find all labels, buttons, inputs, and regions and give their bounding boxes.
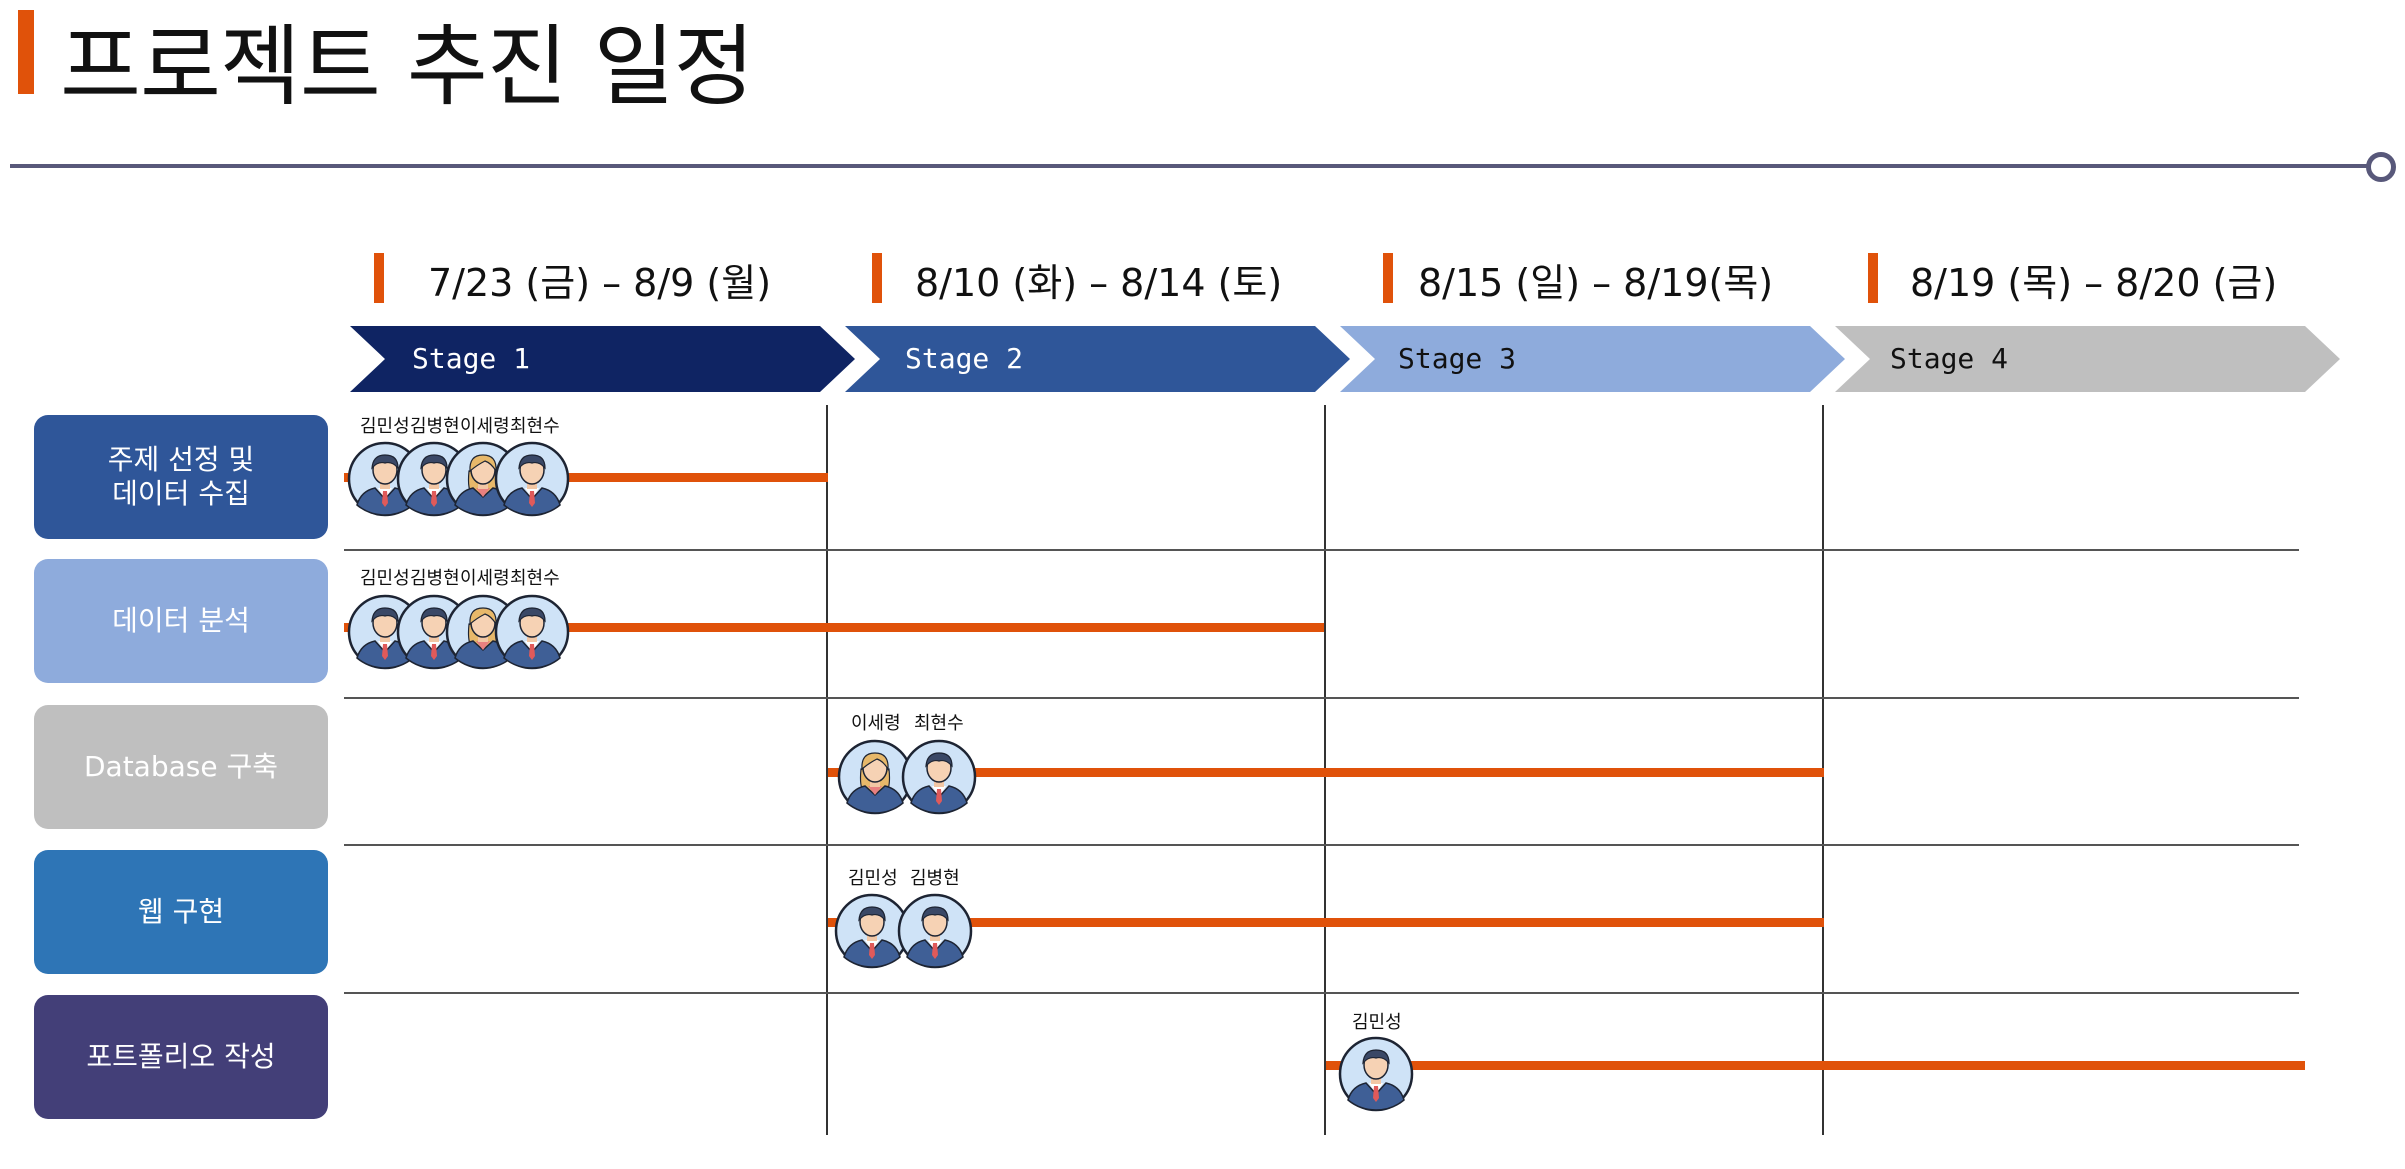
row-divider-3 xyxy=(344,844,2299,846)
member-name: 최현수 xyxy=(510,416,560,437)
header-divider xyxy=(10,164,2376,168)
stage-4-label: Stage 4 xyxy=(1890,342,2009,375)
period-4-accent xyxy=(1868,253,1878,303)
member-name: 최현수 xyxy=(510,568,560,589)
member-name: 이세령 xyxy=(460,416,510,437)
period-2-date: 8/10 (화) – 8/14 (토) xyxy=(915,261,1283,305)
member-name: 김병현 xyxy=(410,568,460,589)
stage-1-label: Stage 1 xyxy=(412,342,531,375)
member-name: 최현수 xyxy=(914,713,964,734)
period-2-accent xyxy=(872,253,882,303)
stage-2-shape xyxy=(845,326,1350,392)
title-accent-bar xyxy=(18,10,34,94)
member-name: 김민성 xyxy=(360,568,410,589)
person-avatar-icon xyxy=(494,594,570,670)
member-name: 김병현 xyxy=(410,416,460,437)
timeline-bar-1 xyxy=(344,473,828,482)
task-database: Database 구축 xyxy=(34,705,328,829)
person-avatar-icon xyxy=(1338,1036,1414,1112)
stage-1-shape xyxy=(350,326,855,392)
stage-4-shape xyxy=(1835,326,2340,392)
row-divider-4 xyxy=(344,992,2299,994)
person-avatar-icon xyxy=(494,441,570,517)
person-avatar-icon xyxy=(897,893,973,969)
member-name: 김민성 xyxy=(848,868,898,889)
task-portfolio: 포트폴리오 작성 xyxy=(34,995,328,1119)
stage-chevrons xyxy=(350,326,2340,392)
task-topic-selection: 주제 선정 및 데이터 수집 xyxy=(34,415,328,539)
member-name: 이세령 xyxy=(851,713,901,734)
period-3-date: 8/15 (일) – 8/19(목) xyxy=(1418,261,1774,305)
stage-3-label: Stage 3 xyxy=(1398,342,1517,375)
task-web: 웹 구현 xyxy=(34,850,328,974)
member-name: 김민성 xyxy=(1352,1012,1402,1033)
row-divider-2 xyxy=(344,697,2299,699)
page-title: 프로젝트 추진 일정 xyxy=(60,15,755,118)
timeline-bar-2 xyxy=(344,623,1324,632)
member-name: 김병현 xyxy=(910,868,960,889)
timeline-bar-5 xyxy=(1326,1061,2305,1070)
period-1-date: 7/23 (금) – 8/9 (월) xyxy=(428,261,772,305)
row-divider-1 xyxy=(344,549,2299,551)
period-3-accent xyxy=(1383,253,1393,303)
task-data-analysis: 데이터 분석 xyxy=(34,559,328,683)
timeline-bar-3 xyxy=(828,768,1824,777)
period-1-accent xyxy=(374,253,384,303)
period-4-date: 8/19 (목) – 8/20 (금) xyxy=(1910,261,2278,305)
stage-2-label: Stage 2 xyxy=(905,342,1024,375)
timeline-bar-4 xyxy=(828,918,1824,927)
person-avatar-icon xyxy=(901,739,977,815)
divider-end-circle-icon xyxy=(2366,152,2396,182)
stage-divider-1 xyxy=(826,405,828,1135)
stage-3-shape xyxy=(1340,326,1845,392)
member-name: 이세령 xyxy=(460,568,510,589)
member-name: 김민성 xyxy=(360,416,410,437)
